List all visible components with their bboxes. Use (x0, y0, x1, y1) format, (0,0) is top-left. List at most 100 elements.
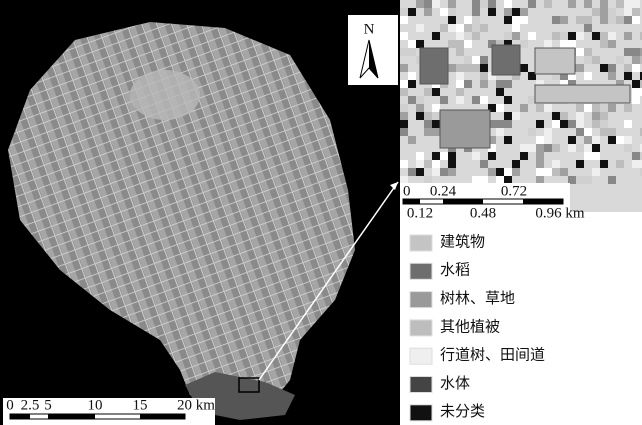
inset-pixel (584, 24, 592, 32)
inset-pixel (568, 0, 576, 8)
inset-pixel (464, 24, 472, 32)
inset-pixel (592, 32, 600, 40)
inset-pixel (400, 160, 408, 168)
inset-pixel (552, 160, 560, 168)
inset-pixel (624, 144, 632, 152)
inset-pixel (512, 24, 520, 32)
inset-pixel (480, 56, 488, 64)
inset-block (439, 109, 491, 149)
inset-pixel (536, 160, 544, 168)
legend-swatch (409, 347, 433, 365)
inset-pixel (408, 72, 416, 80)
inset-pixel (496, 80, 504, 88)
inset-pixel (632, 8, 640, 16)
inset-pixel (488, 72, 496, 80)
inset-pixel (640, 56, 642, 64)
inset-pixel (448, 40, 456, 48)
inset-pixel (584, 0, 592, 8)
inset-pixel (560, 120, 568, 128)
inset-pixel (576, 160, 584, 168)
inset-pixel (608, 128, 616, 136)
inset-pixel (640, 168, 642, 176)
inset-pixel (624, 32, 632, 40)
inset-pixel (632, 64, 640, 72)
inset-leader (258, 181, 399, 381)
inset-pixel (568, 144, 576, 152)
inset-pixel (568, 72, 576, 80)
inset-pixel (552, 168, 560, 176)
inset-pixel (552, 32, 560, 40)
inset-pixel (592, 168, 600, 176)
inset-pixel (504, 96, 512, 104)
inset-pixel (600, 128, 608, 136)
inset-pixel (432, 168, 440, 176)
inset-pixel (440, 152, 448, 160)
inset-pixel (432, 32, 440, 40)
inset-pixel (520, 8, 528, 16)
inset-pixel (560, 40, 568, 48)
inset-pixel (400, 88, 408, 96)
legend-label: 建筑物 (440, 233, 485, 250)
inset-pixel (608, 8, 616, 16)
inset-pixel (432, 152, 440, 160)
inset-pixel (464, 80, 472, 88)
inset-pixel (448, 8, 456, 16)
inset-pixel (480, 96, 488, 104)
inset-pixel (552, 16, 560, 24)
scale-segment (48, 414, 95, 419)
inset-pixel (560, 72, 568, 80)
inset-pixel (472, 0, 480, 8)
inset-pixel (592, 144, 600, 152)
inset-pixel (584, 136, 592, 144)
inset-pixel (584, 104, 592, 112)
inset-pixel (472, 56, 480, 64)
inset-pixel (520, 64, 528, 72)
inset-pixel (632, 48, 640, 56)
inset-pixel (416, 152, 424, 160)
inset-pixel (480, 160, 488, 168)
inset-pixel (472, 16, 480, 24)
inset-pixel (456, 88, 464, 96)
inset-pixel (544, 136, 552, 144)
inset-pixel (640, 160, 642, 168)
inset-pixel (616, 56, 624, 64)
inset-pixel (408, 136, 416, 144)
inset-pixel (416, 96, 424, 104)
legend-label: 其他植被 (440, 318, 500, 335)
inset-pixel (544, 144, 552, 152)
inset-pixel (464, 64, 472, 72)
inset-pixel (400, 16, 408, 24)
inset-pixel (576, 64, 584, 72)
legend-swatch (409, 319, 433, 337)
inset-pixel (496, 40, 504, 48)
inset-pixel (536, 144, 544, 152)
inset-pixel (496, 104, 504, 112)
inset-pixel (448, 16, 456, 24)
inset-pixel (416, 112, 424, 120)
inset-pixel (432, 160, 440, 168)
inset-pixel (520, 144, 528, 152)
inset-pixel (512, 32, 520, 40)
inset-pixel (600, 120, 608, 128)
inset-pixel (536, 176, 544, 184)
inset-pixel (488, 168, 496, 176)
inset-pixel (512, 16, 520, 24)
inset-pixel (504, 8, 512, 16)
inset-pixel (400, 120, 408, 128)
inset-pixel (568, 32, 576, 40)
scale-segment (140, 414, 185, 419)
inset-pixel (424, 8, 432, 16)
inset-pixel (608, 72, 616, 80)
inset-pixel (536, 80, 544, 88)
inset-pixel (568, 176, 576, 184)
inset-pixel (504, 168, 512, 176)
inset-pixel (544, 168, 552, 176)
inset-pixel (400, 8, 408, 16)
inset-pixel (400, 104, 408, 112)
inset-pixel (440, 24, 448, 32)
inset-pixel (600, 160, 608, 168)
inset-pixel (400, 128, 408, 136)
inset-pixel (584, 56, 592, 64)
inset-pixel (528, 144, 536, 152)
inset-pixel (576, 104, 584, 112)
